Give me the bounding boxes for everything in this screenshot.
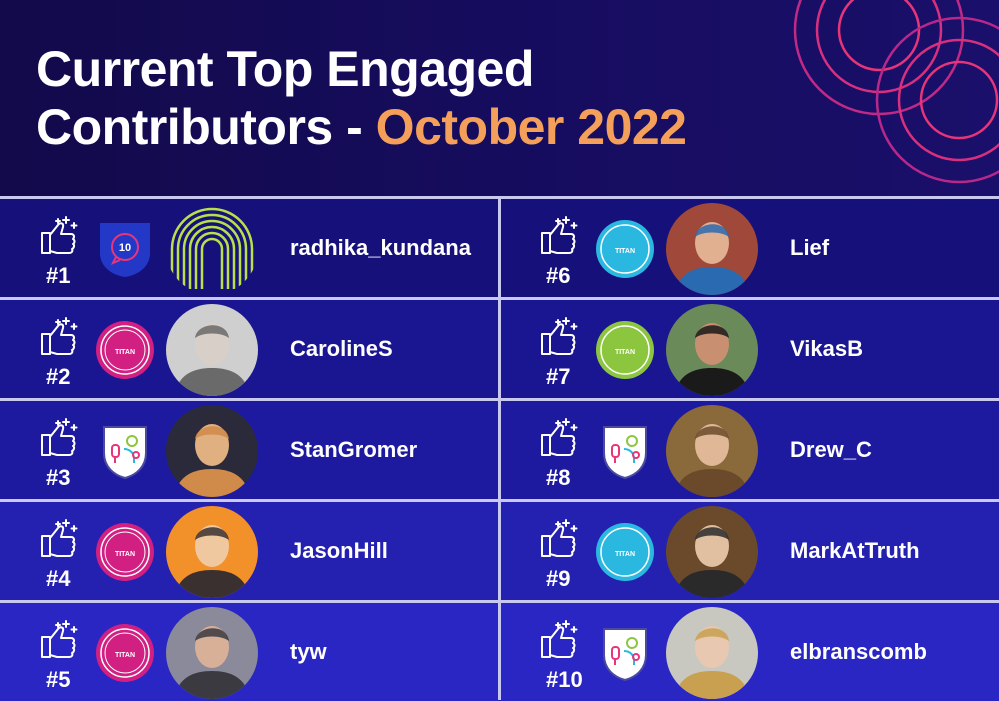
thumbs-up-icon	[538, 213, 582, 257]
avatar	[666, 203, 758, 295]
leaderboard-row: #1 10 radhika_kundana	[0, 199, 499, 300]
thumbs-up-icon	[38, 213, 82, 257]
leaderboard-row: #10 elbranscomb	[500, 603, 999, 701]
title-highlight: October 2022	[375, 99, 687, 155]
avatar	[666, 405, 758, 497]
rank-badge-icon: TITAN	[596, 320, 654, 380]
leaderboard-row: #6 TITAN Lief	[500, 199, 999, 300]
contributor-name[interactable]: VikasB	[790, 336, 863, 361]
rank-badge-icon: 10	[96, 219, 154, 279]
svg-text:TITAN: TITAN	[115, 652, 135, 659]
svg-text:TITAN: TITAN	[115, 349, 135, 356]
leaderboard-column-left: #1 10 radhika_kundana #2 TITAN CarolineS…	[0, 199, 499, 701]
rank-badge-icon: TITAN	[96, 320, 154, 380]
rank-badge-icon: TITAN	[596, 219, 654, 279]
column-divider	[498, 199, 501, 700]
thumbs-up-icon	[38, 516, 82, 560]
title-line-1: Current Top Engaged	[36, 41, 534, 97]
rank-badge-icon	[596, 623, 654, 683]
page-title: Current Top Engaged Contributors - Octob…	[36, 40, 687, 156]
avatar	[666, 304, 758, 396]
avatar	[166, 203, 258, 295]
rank-badge-icon	[596, 421, 654, 481]
thumbs-up-icon	[38, 314, 82, 358]
rank-badge-icon	[96, 421, 154, 481]
leaderboard-row: #5 TITAN tyw	[0, 603, 499, 701]
avatar	[166, 506, 258, 598]
contributor-name[interactable]: tyw	[290, 639, 327, 664]
rank-badge-icon: TITAN	[596, 522, 654, 582]
leaderboard-row: #4 TITAN JasonHill	[0, 502, 499, 603]
thumbs-up-icon	[538, 415, 582, 459]
leaderboard-row: #7 TITAN VikasB	[500, 300, 999, 401]
avatar	[166, 304, 258, 396]
contributor-name[interactable]: StanGromer	[290, 437, 418, 462]
leaderboard-row: #2 TITAN CarolineS	[0, 300, 499, 401]
svg-text:TITAN: TITAN	[615, 248, 635, 255]
rank-label: #5	[46, 667, 71, 692]
rank-label: #3	[46, 465, 71, 490]
rank-label: #6	[546, 263, 571, 288]
thumbs-up-icon	[38, 415, 82, 459]
thumbs-up-icon	[538, 516, 582, 560]
rank-badge-icon: TITAN	[96, 623, 154, 683]
title-prefix: Contributors -	[36, 99, 376, 155]
thumbs-up-icon	[538, 617, 582, 661]
leaderboard-row: #9 TITAN MarkAtTruth	[500, 502, 999, 603]
svg-text:TITAN: TITAN	[615, 551, 635, 558]
thumbs-up-icon	[538, 314, 582, 358]
contributor-name[interactable]: Drew_C	[790, 437, 872, 462]
rank-label: #10	[546, 667, 583, 692]
rank-label: #8	[546, 465, 571, 490]
rank-badge-icon: TITAN	[96, 522, 154, 582]
leaderboard-column-right: #6 TITAN Lief #7 TITAN VikasB #8	[500, 199, 999, 701]
thumbs-up-icon	[38, 617, 82, 661]
contributor-name[interactable]: MarkAtTruth	[790, 538, 920, 563]
avatar	[666, 607, 758, 699]
title-line-2: Contributors - October 2022	[36, 98, 687, 156]
contributor-name[interactable]: Lief	[790, 235, 830, 260]
header: Current Top Engaged Contributors - Octob…	[0, 0, 999, 196]
avatar	[166, 405, 258, 497]
rank-label: #4	[46, 566, 71, 591]
avatar	[666, 506, 758, 598]
rank-label: #2	[46, 364, 71, 389]
svg-text:10: 10	[119, 242, 131, 254]
svg-text:TITAN: TITAN	[115, 551, 135, 558]
contributor-name[interactable]: JasonHill	[290, 538, 388, 563]
leaderboard-grid: #1 10 radhika_kundana #2 TITAN CarolineS…	[0, 199, 999, 701]
decorative-circles	[793, 0, 999, 184]
svg-text:TITAN: TITAN	[615, 349, 635, 356]
leaderboard-row: #3 StanGromer	[0, 401, 499, 502]
leaderboard-row: #8 Drew_C	[500, 401, 999, 502]
contributor-name[interactable]: CarolineS	[290, 336, 393, 361]
rank-label: #1	[46, 263, 71, 288]
rank-label: #7	[546, 364, 571, 389]
rank-label: #9	[546, 566, 571, 591]
contributor-name[interactable]: radhika_kundana	[290, 235, 471, 260]
avatar	[166, 607, 258, 699]
contributor-name[interactable]: elbranscomb	[790, 639, 927, 664]
header-divider	[0, 196, 999, 199]
